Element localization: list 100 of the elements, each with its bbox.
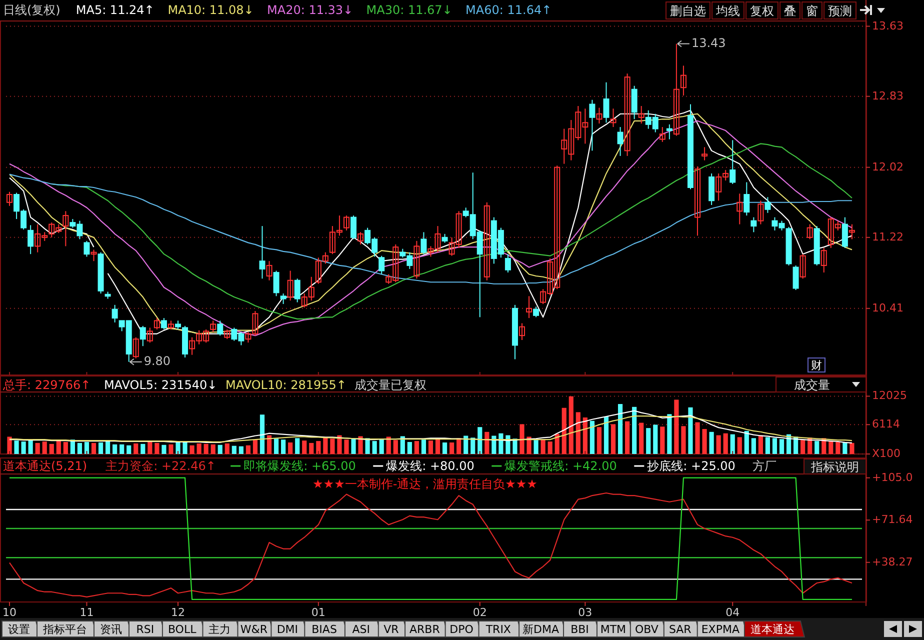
candlestick xyxy=(533,306,540,318)
candlestick xyxy=(154,318,160,330)
bar xyxy=(148,442,152,454)
bar xyxy=(28,440,33,454)
candlestick xyxy=(259,226,266,280)
text: DPO xyxy=(450,623,474,636)
candlestick xyxy=(820,247,827,273)
text: OBV xyxy=(634,623,659,636)
candlestick xyxy=(750,216,757,233)
candlestick xyxy=(589,99,596,152)
bar xyxy=(7,436,12,454)
bar xyxy=(492,436,496,454)
candlestick xyxy=(484,202,490,281)
candlestick xyxy=(378,255,385,275)
bar xyxy=(302,440,307,454)
bar xyxy=(737,437,742,454)
bar xyxy=(653,424,658,454)
bar xyxy=(330,438,335,454)
candlestick xyxy=(266,260,272,281)
bar xyxy=(196,443,202,454)
bar xyxy=(309,442,314,454)
bar xyxy=(176,442,180,454)
text: 总手: 229766↑ xyxy=(2,378,91,392)
bar xyxy=(428,440,434,454)
candlestick xyxy=(526,296,532,319)
bar xyxy=(140,444,146,454)
text: BOLL xyxy=(168,623,198,636)
x-tick-label: 01 xyxy=(311,606,326,619)
candlestick xyxy=(730,140,736,184)
text: MAVOL5: 231540↓ xyxy=(104,378,218,392)
text: ASI xyxy=(352,623,370,636)
bar xyxy=(421,440,426,454)
bar xyxy=(98,442,104,454)
candlestick xyxy=(280,293,286,305)
text: 均线 xyxy=(715,4,740,18)
bar xyxy=(91,442,96,454)
candlestick xyxy=(708,172,715,206)
bar xyxy=(351,438,356,454)
x-tick-label: 04 xyxy=(726,606,740,619)
candlestick xyxy=(210,320,216,333)
bar xyxy=(162,444,166,454)
candlestick xyxy=(140,325,146,347)
bar xyxy=(744,430,749,454)
candlestick xyxy=(160,318,167,330)
text: 窗 xyxy=(806,4,818,18)
text: VR xyxy=(384,623,400,636)
bar xyxy=(582,417,588,454)
bar xyxy=(295,438,300,454)
bar xyxy=(836,442,840,454)
text: DMI xyxy=(276,623,298,636)
bar xyxy=(120,444,124,454)
bar xyxy=(260,414,265,454)
text: 新DMA xyxy=(522,623,560,636)
bar xyxy=(596,427,602,454)
candlestick xyxy=(680,65,686,96)
text: EXPMA xyxy=(701,623,740,636)
bar xyxy=(182,442,188,454)
x-tick-label: 11 xyxy=(80,606,94,619)
bar xyxy=(646,428,651,454)
candlestick xyxy=(673,43,680,136)
x-tick-label: 03 xyxy=(578,606,592,619)
bar xyxy=(498,433,504,454)
text: 叠 xyxy=(784,4,796,18)
bar xyxy=(77,442,82,454)
bar xyxy=(35,442,40,454)
text: 主力资金: +22.46↑ xyxy=(106,459,216,473)
bar xyxy=(716,435,721,454)
candlestick xyxy=(638,105,644,124)
text: 方厂 xyxy=(752,459,777,473)
bar xyxy=(14,440,19,454)
bar xyxy=(337,435,342,454)
candlestick xyxy=(610,108,616,128)
y-tick-label: 10.41 xyxy=(872,301,904,314)
text: MTM xyxy=(600,623,626,636)
text: 资讯 xyxy=(100,623,122,636)
candlestick xyxy=(659,126,666,142)
bar xyxy=(604,416,609,454)
bar xyxy=(618,404,623,454)
candlestick xyxy=(631,85,638,120)
line-series xyxy=(8,174,853,284)
bar xyxy=(814,441,820,454)
annotation: 9.80 xyxy=(144,354,171,368)
bar xyxy=(232,446,236,454)
bar xyxy=(540,439,546,454)
bar xyxy=(105,442,110,454)
bar xyxy=(435,439,440,454)
text: BIAS xyxy=(312,623,337,636)
bar xyxy=(49,444,54,454)
bar xyxy=(702,429,707,454)
bar xyxy=(772,438,778,454)
bar xyxy=(21,442,26,454)
legend-label: 爆发线: +80.00 xyxy=(386,459,474,473)
text: 预测 xyxy=(828,4,852,18)
bar xyxy=(204,444,208,454)
candlestick xyxy=(624,73,630,156)
bar xyxy=(252,440,258,454)
text: 设置 xyxy=(8,623,30,636)
y-tick-label: 11.22 xyxy=(872,230,904,244)
legend-label: 即将爆发线: +65.00 xyxy=(244,459,356,473)
text: MA20: 11.33↓ xyxy=(267,3,354,17)
